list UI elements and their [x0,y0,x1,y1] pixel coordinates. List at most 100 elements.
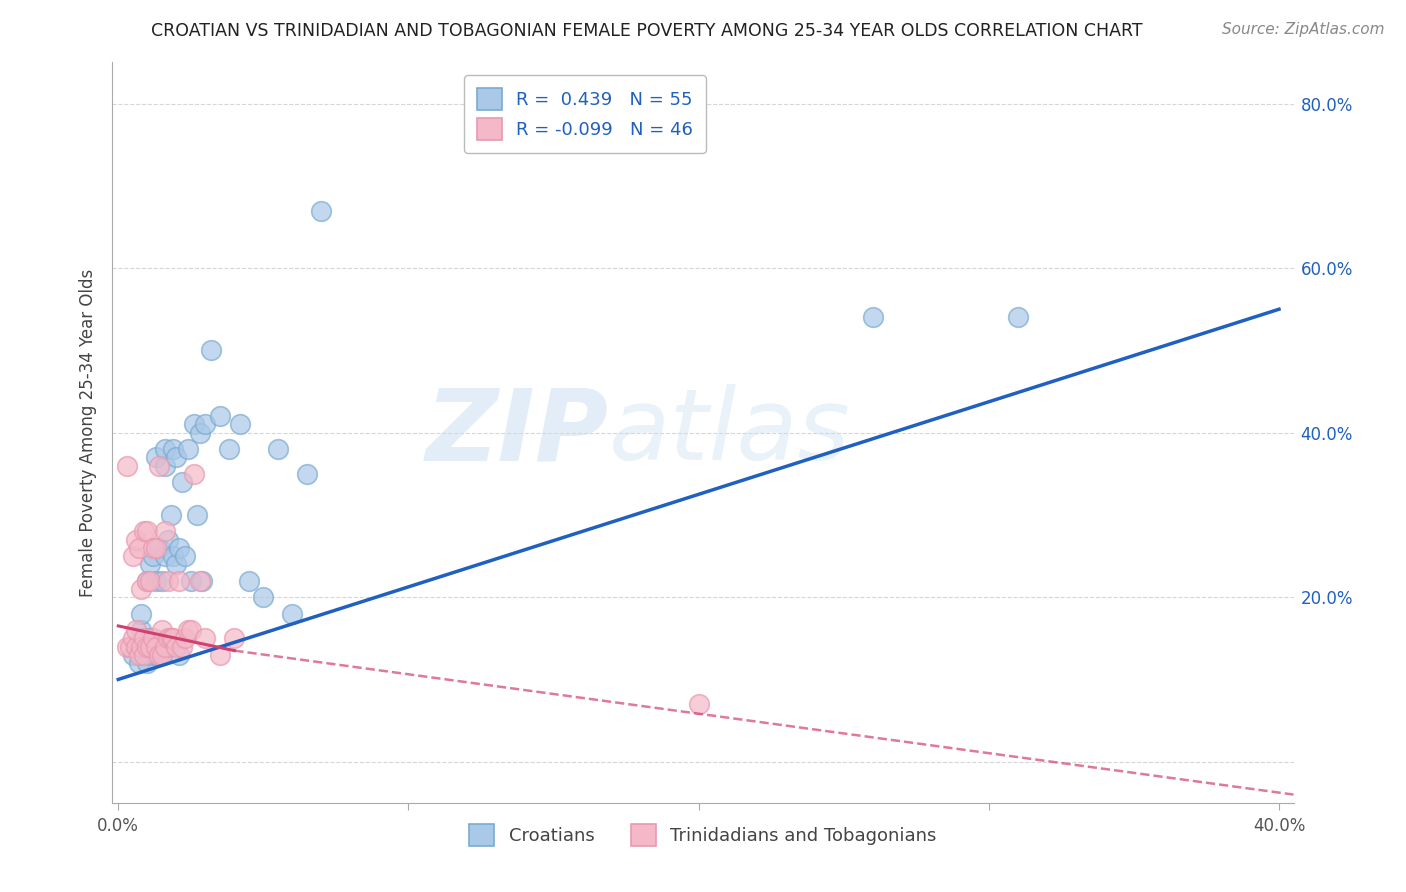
Point [136,574,159,588]
Point [131,582,153,596]
Point [162,549,184,563]
Point [148,640,170,654]
Point [183,417,205,432]
Point [153,442,176,456]
Point [156,574,179,588]
Point [186,508,208,522]
Point [688,697,710,711]
Point [208,409,231,424]
Point [167,574,190,588]
Point [142,541,165,555]
Point [311,203,333,218]
Point [172,475,194,489]
Point [148,458,170,473]
Point [174,549,197,563]
Point [165,558,187,572]
Point [134,648,156,662]
Point [142,632,165,646]
Point [862,310,884,325]
Point [145,450,167,465]
Point [229,417,252,432]
Point [156,533,179,547]
Point [115,640,138,654]
Point [180,623,202,637]
Point [194,417,217,432]
Point [134,524,156,539]
Point [162,632,184,646]
Point [131,607,153,621]
Point [153,640,176,654]
Point [148,541,170,555]
Point [148,648,170,662]
Point [281,607,304,621]
Point [172,640,194,654]
Text: atlas: atlas [609,384,851,481]
Point [131,640,153,654]
Point [180,574,202,588]
Point [267,442,290,456]
Point [145,541,167,555]
Point [128,640,150,654]
Point [188,425,211,440]
Legend: Croatians, Trinidadians and Tobagonians: Croatians, Trinidadians and Tobagonians [458,813,948,856]
Point [139,640,162,654]
Point [131,623,153,637]
Point [224,632,246,646]
Point [153,549,176,563]
Point [167,541,190,555]
Point [142,640,165,654]
Point [252,590,274,604]
Point [162,442,184,456]
Point [177,442,200,456]
Point [128,541,150,555]
Point [136,524,159,539]
Text: Source: ZipAtlas.com: Source: ZipAtlas.com [1222,22,1385,37]
Point [134,632,156,646]
Point [150,648,173,662]
Point [200,343,222,358]
Point [150,648,173,662]
Point [159,632,181,646]
Point [134,632,156,646]
Point [128,656,150,670]
Point [194,632,217,646]
Point [139,632,162,646]
Point [183,467,205,481]
Point [208,648,231,662]
Point [165,640,187,654]
Point [1007,310,1029,325]
Point [128,648,150,662]
Text: CROATIAN VS TRINIDADIAN AND TOBAGONIAN FEMALE POVERTY AMONG 25-34 YEAR OLDS CORR: CROATIAN VS TRINIDADIAN AND TOBAGONIAN F… [150,22,1143,40]
Point [159,508,181,522]
Point [156,632,179,646]
Point [121,549,143,563]
Point [153,458,176,473]
Point [139,558,162,572]
Point [125,533,148,547]
Point [136,640,159,654]
Point [118,640,141,654]
Point [125,640,148,654]
Point [145,640,167,654]
Point [142,549,165,563]
Point [167,648,190,662]
Point [136,640,159,654]
Point [139,648,162,662]
Point [295,467,318,481]
Point [136,656,159,670]
Text: ZIP: ZIP [426,384,609,481]
Point [136,574,159,588]
Point [121,632,143,646]
Point [150,574,173,588]
Point [139,574,162,588]
Point [150,623,173,637]
Y-axis label: Female Poverty Among 25-34 Year Olds: Female Poverty Among 25-34 Year Olds [79,268,97,597]
Point [218,442,240,456]
Point [177,623,200,637]
Point [188,574,211,588]
Point [156,640,179,654]
Point [153,524,176,539]
Point [159,632,181,646]
Point [145,648,167,662]
Point [115,458,138,473]
